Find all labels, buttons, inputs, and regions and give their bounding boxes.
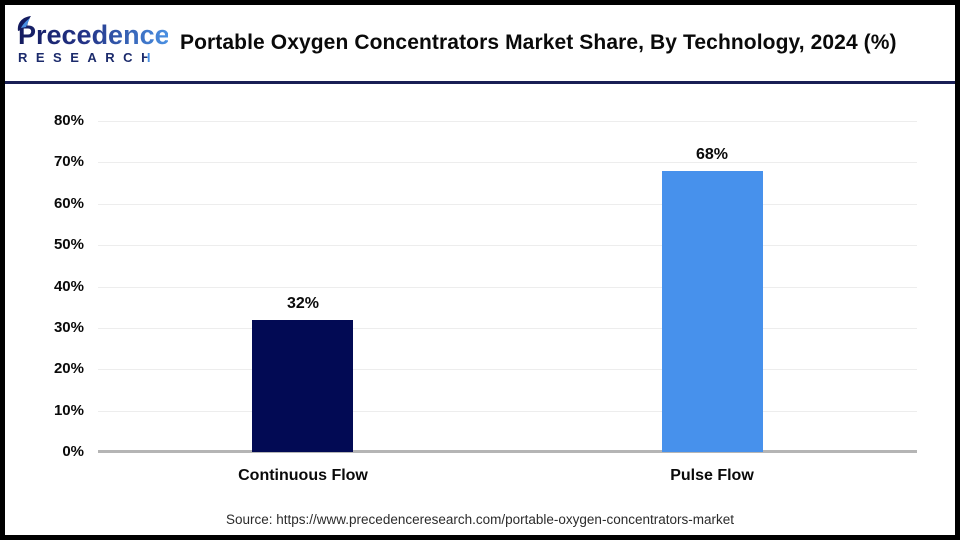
y-axis-tick-label: 60% xyxy=(53,195,84,212)
header: Precedence RESEARCH Portable Oxygen Conc… xyxy=(5,5,955,81)
y-axis-tick-label: 0% xyxy=(62,443,84,460)
bar-value-label: 32% xyxy=(286,295,320,312)
y-axis-tick-label: 80% xyxy=(53,112,84,129)
bar-value-label: 68% xyxy=(695,146,729,163)
bar-chart: 0% 10% 20% 30% 40% 50% 60% 70% 80% 32% Continuous … xyxy=(5,5,955,535)
y-axis-tick-label: 10% xyxy=(53,402,84,419)
gridline xyxy=(98,369,917,370)
brand-logo: Precedence RESEARCH xyxy=(17,16,170,64)
bar-pulse-flow xyxy=(662,171,763,452)
gridline xyxy=(98,287,917,288)
gridline xyxy=(98,162,917,163)
y-axis-tick-label: 20% xyxy=(53,360,84,377)
page-title: Portable Oxygen Concentrators Market Sha… xyxy=(180,31,897,54)
y-axis-tick-label: 40% xyxy=(53,278,84,295)
y-axis-tick-label: 50% xyxy=(53,236,84,253)
y-axis-tick-label: 30% xyxy=(53,319,84,336)
gridline xyxy=(98,121,917,122)
y-axis-tick-label: 70% xyxy=(53,153,84,170)
x-axis-category-label: Continuous Flow xyxy=(238,467,368,484)
gridline xyxy=(98,204,917,205)
source-text: Source: https://www.precedenceresearch.c… xyxy=(226,512,734,527)
gridline xyxy=(98,245,917,246)
gridline xyxy=(98,328,917,329)
logo-subtitle: RESEARCH xyxy=(18,51,168,64)
precedence-leaf-icon xyxy=(17,16,31,31)
figure-canvas: Precedence RESEARCH Portable Oxygen Conc… xyxy=(5,5,955,535)
header-divider xyxy=(5,81,955,84)
logo-wordmark: Precedence xyxy=(18,20,170,50)
x-axis-category-label: Pulse Flow xyxy=(670,467,754,484)
gridline xyxy=(98,411,917,412)
bar-continuous-flow xyxy=(252,320,353,452)
x-axis-line xyxy=(98,450,917,453)
